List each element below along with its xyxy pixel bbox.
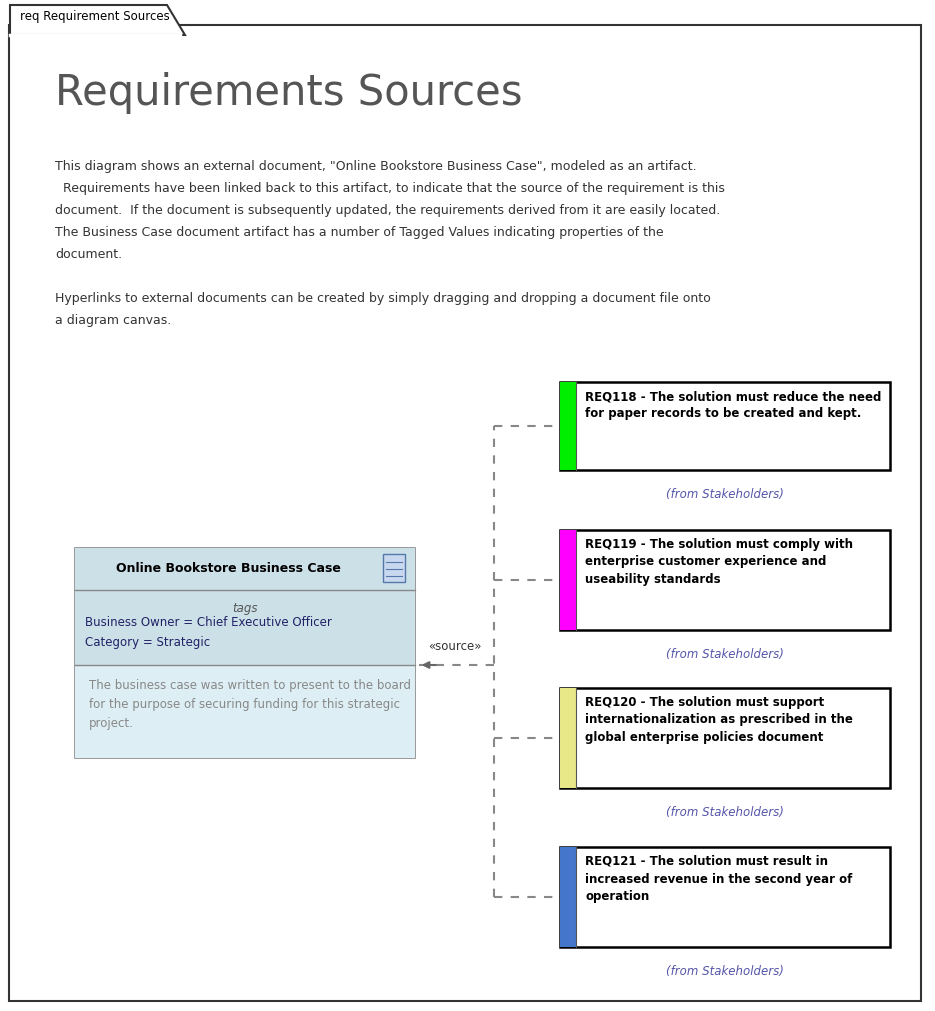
- Bar: [560, 847, 890, 947]
- Text: Requirements have been linked back to this artifact, to indicate that the source: Requirements have been linked back to th…: [55, 182, 725, 195]
- Text: document.: document.: [55, 248, 122, 261]
- Text: REQ121 - The solution must result in
increased revenue in the second year of
ope: REQ121 - The solution must result in inc…: [585, 855, 853, 903]
- Text: (from Stakeholders): (from Stakeholders): [666, 648, 784, 661]
- Text: «source»: «source»: [427, 640, 482, 653]
- Bar: [560, 688, 576, 788]
- Text: (from Stakeholders): (from Stakeholders): [666, 966, 784, 978]
- Bar: [560, 530, 890, 630]
- Text: Business Owner = Chief Executive Officer: Business Owner = Chief Executive Officer: [85, 616, 332, 629]
- Text: The business case was written to present to the board
for the purpose of securin: The business case was written to present…: [89, 679, 411, 730]
- Polygon shape: [10, 5, 185, 35]
- Bar: [75, 590, 415, 665]
- Text: The Business Case document artifact has a number of Tagged Values indicating pro: The Business Case document artifact has …: [55, 226, 664, 239]
- Text: Requirements Sources: Requirements Sources: [55, 72, 523, 114]
- Bar: [75, 665, 415, 758]
- Text: a diagram canvas.: a diagram canvas.: [55, 314, 171, 327]
- Text: req Requirement Sources: req Requirement Sources: [20, 10, 170, 23]
- Text: Online Bookstore Business Case: Online Bookstore Business Case: [116, 562, 340, 575]
- Text: document.  If the document is subsequently updated, the requirements derived fro: document. If the document is subsequentl…: [55, 204, 720, 217]
- Bar: [383, 554, 405, 582]
- Text: Category = Strategic: Category = Strategic: [85, 636, 210, 649]
- Bar: [560, 530, 576, 630]
- Bar: [75, 548, 415, 590]
- Text: (from Stakeholders): (from Stakeholders): [666, 488, 784, 501]
- Text: REQ118 - The solution must reduce the need
for paper records to be created and k: REQ118 - The solution must reduce the ne…: [585, 390, 882, 421]
- Bar: [560, 688, 890, 788]
- Text: REQ120 - The solution must support
internationalization as prescribed in the
glo: REQ120 - The solution must support inter…: [585, 696, 854, 744]
- Text: This diagram shows an external document, "Online Bookstore Business Case", model: This diagram shows an external document,…: [55, 160, 697, 173]
- Bar: [560, 382, 890, 470]
- Bar: [560, 847, 576, 947]
- Text: Hyperlinks to external documents can be created by simply dragging and dropping : Hyperlinks to external documents can be …: [55, 292, 711, 305]
- Text: REQ119 - The solution must comply with
enterprise customer experience and
useabi: REQ119 - The solution must comply with e…: [585, 538, 854, 586]
- Text: (from Stakeholders): (from Stakeholders): [666, 806, 784, 819]
- Bar: [75, 548, 415, 758]
- Bar: [560, 382, 576, 470]
- Text: tags: tags: [232, 602, 258, 615]
